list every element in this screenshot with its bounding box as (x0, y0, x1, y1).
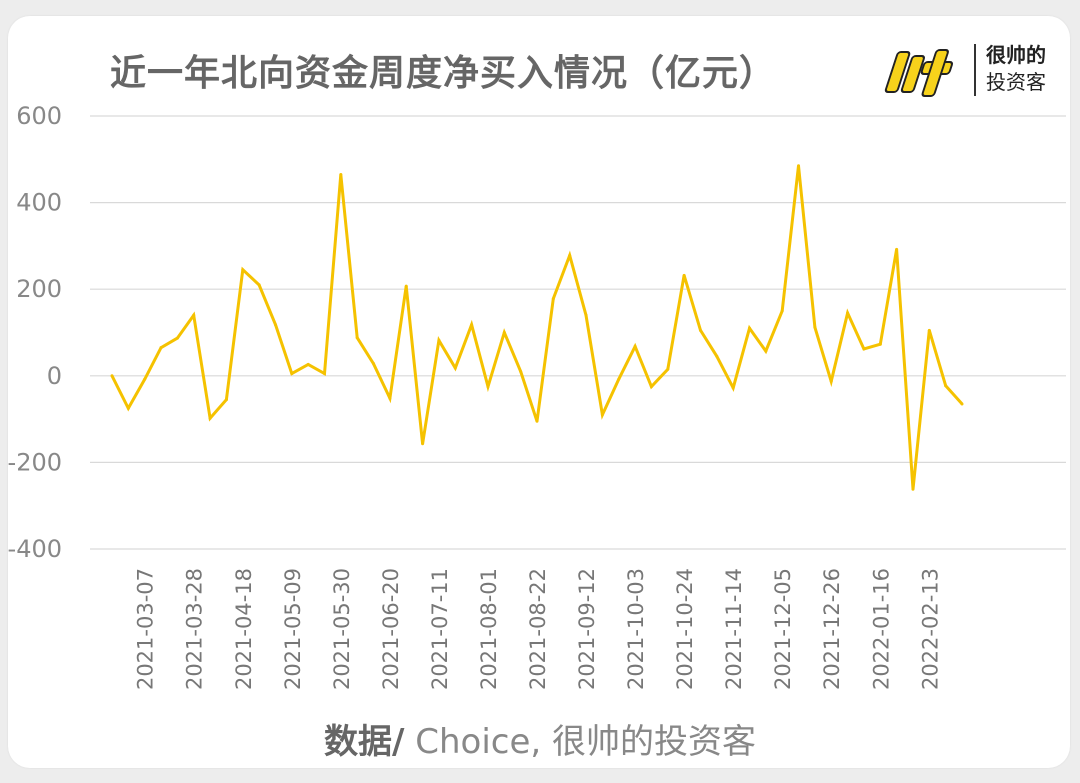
data-point (551, 297, 555, 301)
data-point (600, 413, 604, 417)
x-tick-label: 2021-08-01 (477, 568, 501, 690)
chart-card (8, 16, 1070, 768)
data-point (306, 363, 310, 367)
series-line (110, 165, 964, 490)
data-point (846, 311, 850, 315)
x-tick-label: 2021-12-05 (771, 568, 795, 690)
data-point (175, 336, 179, 340)
data-point (682, 273, 686, 277)
data-point (780, 309, 784, 313)
data-point (813, 325, 817, 329)
data-point (829, 379, 833, 383)
data-point (568, 253, 572, 257)
data-point (421, 442, 425, 446)
data-point (649, 385, 653, 389)
data-point (372, 362, 376, 366)
x-tick-label: 2021-08-22 (526, 568, 550, 690)
data-point (143, 377, 147, 381)
data-point (895, 247, 899, 251)
y-tick-label: 200 (16, 275, 62, 303)
data-point (715, 354, 719, 358)
data-point (911, 487, 915, 491)
source-note: 数据/ Choice, 很帅的投资客 (0, 714, 1080, 763)
data-point (944, 384, 948, 388)
logo-line2: 投资客 (986, 70, 1046, 94)
data-point (960, 402, 964, 406)
y-tick-label: 400 (16, 189, 62, 217)
y-tick-label: -400 (8, 535, 62, 563)
data-point (437, 338, 441, 342)
x-tick-label: 2021-04-18 (232, 568, 256, 690)
data-point (764, 349, 768, 353)
logo-text: 很帅的 投资客 (986, 42, 1046, 96)
data-point (110, 374, 114, 378)
data-point (519, 369, 523, 373)
data-point (453, 366, 457, 370)
y-tick-label: 0 (47, 362, 62, 390)
data-point (404, 284, 408, 288)
data-point (633, 344, 637, 348)
x-tick-label: 2021-07-11 (428, 568, 452, 690)
data-point (666, 367, 670, 371)
data-point (698, 328, 702, 332)
data-point (257, 283, 261, 287)
data-point (862, 347, 866, 351)
data-point (339, 172, 343, 176)
data-point (290, 372, 294, 376)
data-point (617, 377, 621, 381)
data-point (224, 398, 228, 402)
data-point (535, 419, 539, 423)
data-point (502, 331, 506, 334)
data-point (731, 386, 735, 390)
chart-title: 近一年北向资金周度净买入情况（亿元） (110, 53, 777, 94)
y-tick-label: -200 (8, 448, 62, 476)
data-point (584, 313, 588, 317)
data-point (927, 328, 931, 332)
x-tick-label: 2021-06-20 (379, 568, 403, 690)
data-point (388, 396, 392, 400)
data-point (273, 323, 277, 327)
x-tick-label: 2021-12-26 (820, 568, 844, 690)
x-tick-label: 2021-05-09 (281, 568, 305, 690)
logo-line1: 很帅的 (986, 43, 1046, 67)
x-tick-label: 2021-03-28 (183, 568, 207, 690)
source-label: 数据/ (324, 722, 405, 762)
data-point (797, 164, 801, 168)
data-point (126, 406, 130, 410)
y-tick-label: 600 (16, 102, 62, 130)
data-point (355, 336, 359, 340)
x-tick-label: 2022-01-16 (869, 568, 893, 690)
data-point (208, 416, 212, 420)
data-point (241, 268, 245, 272)
data-point (323, 372, 326, 376)
x-tick-label: 2021-10-24 (673, 568, 697, 690)
source-text: Choice, 很帅的投资客 (404, 722, 756, 762)
x-tick-label: 2021-09-12 (575, 568, 599, 690)
data-point (192, 313, 196, 317)
data-point (470, 323, 474, 327)
x-tick-label: 2022-02-13 (918, 568, 942, 690)
data-point (748, 326, 751, 330)
x-tick-label: 2021-03-07 (134, 568, 158, 690)
data-point (159, 346, 163, 350)
logo-divider (974, 44, 976, 96)
x-tick-label: 2021-11-14 (722, 568, 746, 690)
x-tick-label: 2021-05-30 (330, 568, 354, 690)
data-point (486, 385, 490, 389)
x-tick-label: 2021-10-03 (624, 568, 648, 690)
data-point (878, 342, 882, 346)
logo-icon (884, 49, 954, 97)
